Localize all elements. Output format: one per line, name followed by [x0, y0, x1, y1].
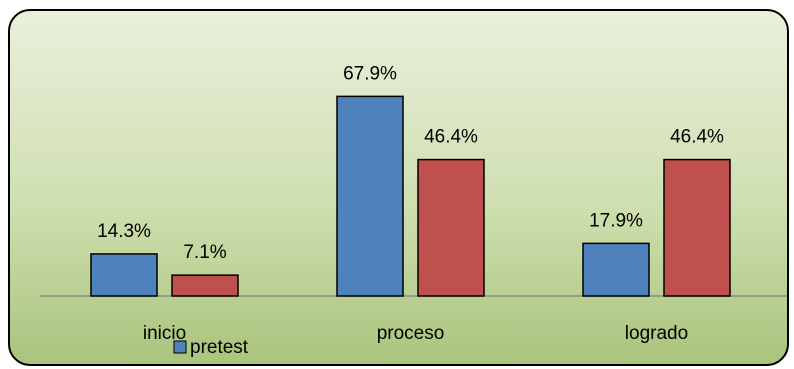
data-label: 67.9%	[343, 63, 397, 84]
bar-series2-logrado	[663, 158, 731, 297]
bar-pretest-inicio	[90, 253, 158, 297]
data-label: 7.1%	[183, 242, 226, 263]
category-label: logrado	[625, 323, 688, 344]
data-label: 46.4%	[670, 127, 724, 148]
legend-swatch-pretest	[173, 340, 187, 354]
category-label: proceso	[377, 323, 445, 344]
data-label: 17.9%	[589, 210, 643, 231]
data-label: 14.3%	[97, 221, 151, 242]
bar-pretest-logrado	[582, 242, 650, 297]
legend-label-pretest: pretest	[190, 337, 249, 358]
bar-series2-proceso	[417, 158, 485, 297]
category-label: inicio	[143, 323, 186, 344]
bar-chart: 14.3% 67.9% 17.9% 7.1% 46.4% 46.4% inicio proce…	[40, 63, 787, 358]
bar-series2-inicio	[171, 274, 239, 297]
chart-area: 14.3% 67.9% 17.9% 7.1% 46.4% 46.4% inicio proce…	[8, 9, 789, 366]
bar-pretest-proceso	[336, 95, 404, 297]
data-label: 46.4%	[424, 127, 478, 148]
